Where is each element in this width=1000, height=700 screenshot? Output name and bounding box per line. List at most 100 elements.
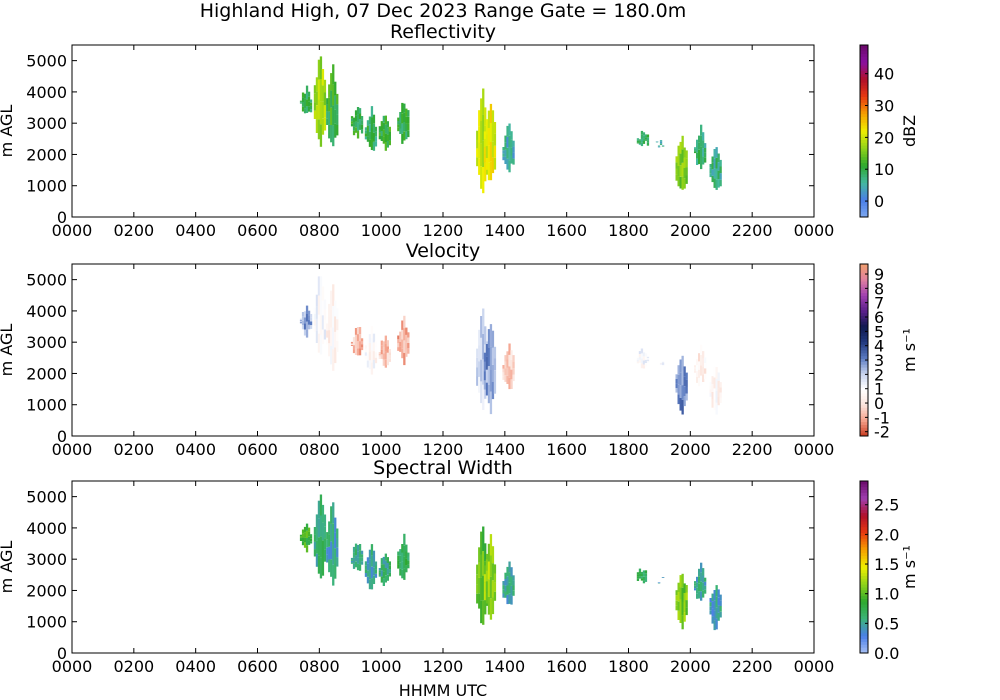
heatmap-cell: [328, 111, 331, 125]
heatmap-cell: [644, 136, 648, 138]
heatmap-cell: [644, 576, 648, 579]
colorbar-swatch: [860, 532, 868, 536]
heatmap-cell: [681, 370, 684, 386]
heatmap-cell: [305, 92, 309, 100]
heatmap-cell: [715, 390, 718, 403]
heatmap-cell: [711, 391, 714, 400]
heatmap-cell: [301, 320, 305, 325]
plot-frame: [71, 480, 815, 654]
heatmap-cell: [683, 602, 686, 613]
colorbar-swatch: [860, 481, 868, 485]
heatmap-cell: [407, 332, 410, 338]
heatmap-cell: [384, 343, 387, 352]
colorbar-swatch: [860, 99, 868, 103]
heatmap-cell: [675, 590, 678, 596]
heatmap-cell: [370, 338, 374, 351]
heatmap-cell: [491, 157, 495, 174]
heatmap-cell: [506, 367, 509, 376]
colorbar-swatch: [860, 321, 868, 325]
heatmap-cell: [356, 107, 360, 115]
heatmap-cell: [352, 546, 356, 553]
heatmap-cell: [704, 357, 707, 363]
heatmap-cell: [303, 323, 307, 330]
heatmap-cell: [384, 133, 387, 142]
heatmap-cell: [354, 555, 358, 562]
heatmap-cell: [504, 572, 507, 579]
y-tick-label: 1000: [26, 613, 67, 632]
heatmap-cell: [694, 151, 697, 154]
heatmap-cell: [508, 572, 511, 583]
colorbar-swatch: [860, 378, 868, 382]
heatmap-cell: [372, 333, 376, 343]
colorbar-swatch: [860, 518, 868, 522]
heatmap-cell: [681, 355, 684, 371]
heatmap-cell: [328, 521, 331, 535]
heatmap-cell: [512, 355, 515, 362]
heatmap-cell: [510, 369, 513, 380]
heatmap-cell: [696, 158, 699, 165]
heatmap-cell: [301, 106, 305, 112]
colorbar-swatch: [860, 375, 868, 380]
colorbar-swatch: [860, 427, 868, 431]
heatmap-cell: [715, 402, 718, 415]
heatmap-cell: [317, 119, 321, 140]
heatmap-cell: [370, 128, 374, 139]
heatmap-cell: [679, 397, 682, 411]
heatmap-cell: [374, 136, 378, 142]
heatmap-cell: [702, 132, 705, 141]
colorbar-swatch: [860, 650, 868, 654]
heatmap-cell: [638, 140, 642, 143]
colorbar-swatch: [860, 501, 868, 505]
heatmap-cell: [332, 523, 335, 544]
heatmap-cell: [354, 348, 358, 355]
heatmap-cell: [334, 563, 337, 579]
colorbar-swatch: [860, 558, 868, 562]
heatmap-cell: [372, 141, 376, 151]
heatmap-cell: [640, 142, 644, 147]
heatmap-cell: [510, 131, 513, 140]
heatmap-cell: [508, 135, 511, 148]
heatmap-cell: [659, 363, 663, 364]
heatmap-cell: [661, 363, 665, 365]
colorbar-swatch: [860, 575, 868, 579]
heatmap-cell: [317, 333, 321, 353]
heatmap-cell: [661, 362, 665, 364]
colorbar-swatch: [860, 393, 868, 397]
heatmap-cell: [378, 136, 381, 140]
colorbar-frame: [859, 44, 869, 218]
heatmap-cell: [677, 166, 680, 177]
heatmap-cell: [368, 579, 372, 590]
heatmap-cell: [299, 537, 303, 540]
colorbar-swatch: [860, 182, 868, 186]
colorbar-swatch: [860, 415, 868, 420]
heatmap-cell: [489, 369, 493, 392]
heatmap-cell: [696, 139, 699, 146]
heatmap-cell: [323, 319, 327, 330]
heatmap-cell: [305, 321, 309, 330]
heatmap-cell: [476, 357, 479, 368]
colorbar-swatch: [860, 433, 868, 437]
heatmap-cell: [370, 139, 374, 150]
heatmap-cell: [352, 130, 356, 136]
colorbar-swatch: [860, 128, 868, 132]
x-tick-label: 1400: [484, 221, 525, 240]
heatmap-cell: [313, 325, 317, 332]
heatmap-cell: [336, 547, 339, 558]
colorbar-tick-label: 1.5: [874, 555, 899, 574]
heatmap-cell: [510, 350, 513, 360]
panel-title: Spectral Width: [373, 457, 513, 479]
heatmap-cell: [364, 348, 368, 353]
heatmap-cell: [677, 601, 680, 611]
heatmap-cell: [491, 563, 495, 581]
heatmap-cell: [694, 370, 697, 373]
heatmap-cell: [386, 340, 389, 347]
heatmap-cell: [709, 598, 712, 603]
heatmap-cell: [317, 537, 321, 556]
heatmap-cell: [336, 341, 339, 352]
heatmap-cell: [638, 568, 642, 572]
colorbar-tick-label: 9: [874, 265, 884, 284]
x-tick-label: 0000: [794, 221, 835, 240]
heatmap-cell: [704, 147, 707, 153]
colorbar-swatch: [860, 358, 868, 362]
heatmap-cell: [323, 514, 327, 527]
